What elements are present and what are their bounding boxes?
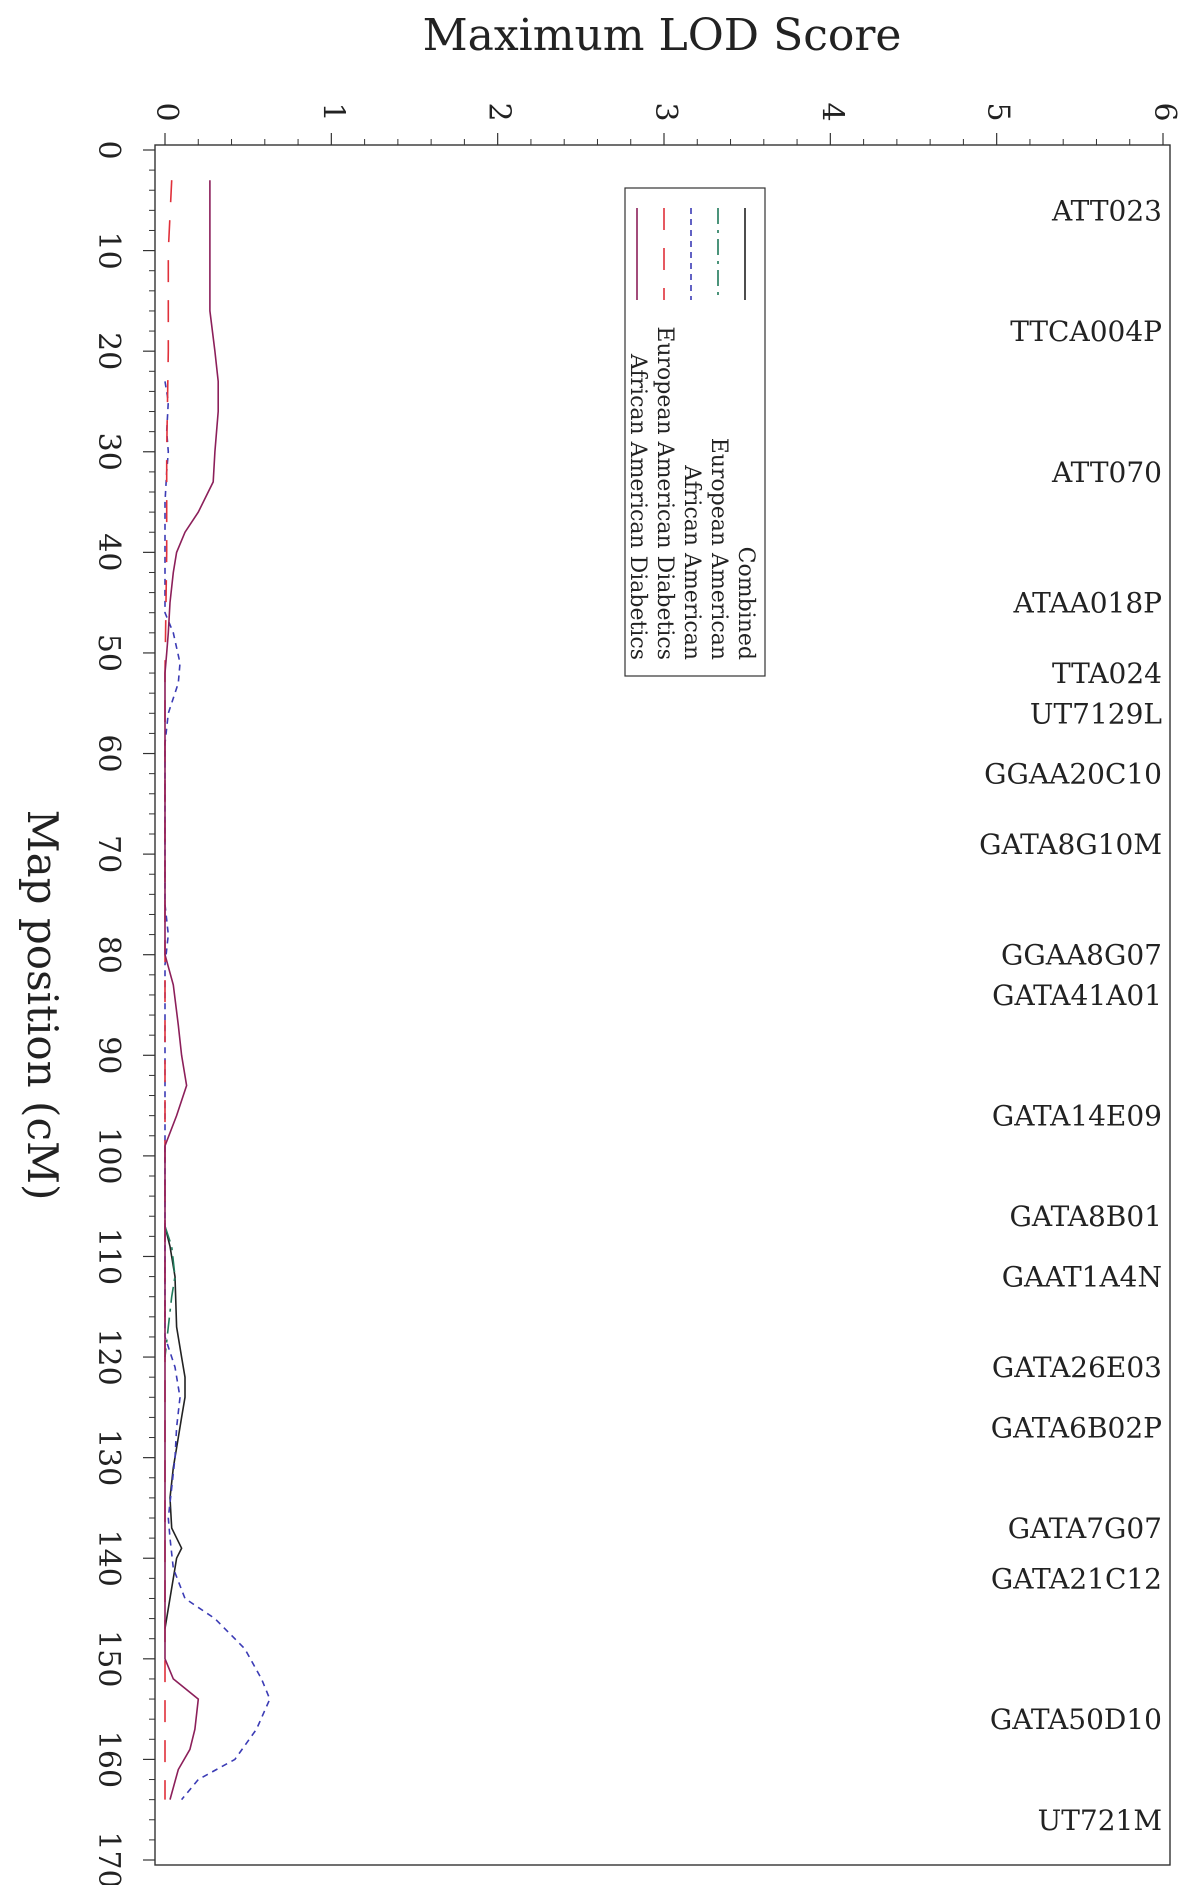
y-axis-title: Maximum LOD Score: [423, 10, 902, 61]
legend-label: African American: [679, 464, 704, 660]
x-tick-label: 0: [91, 140, 126, 159]
x-tick-label: 100: [91, 1127, 126, 1184]
marker-label: GATA8B01: [1010, 1200, 1162, 1233]
series-line: [164, 1226, 176, 1358]
x-tick-label: 140: [91, 1530, 126, 1587]
x-tick-label: 70: [91, 835, 126, 873]
marker-label: GGAA8G07: [1001, 939, 1162, 972]
x-tick-label: 130: [91, 1429, 126, 1486]
marker-label: TTA024: [1052, 657, 1162, 690]
x-tick-label: 10: [91, 231, 126, 269]
legend-label: European American: [706, 438, 731, 660]
x-axis-title: Map position (cM): [18, 810, 67, 1201]
series-line: [164, 180, 219, 1800]
marker-label: ATT070: [1051, 456, 1162, 489]
marker-label: GATA26E03: [992, 1351, 1162, 1384]
series-line: [164, 381, 271, 1801]
x-tick-label: 110: [91, 1228, 126, 1285]
y-tick-label: 0: [149, 102, 184, 121]
marker-label: GATA41A01: [992, 979, 1162, 1012]
marker-labels: ATT023 TTCA004P ATT070 ATAA018P TTA024 UT7129…: [979, 194, 1162, 1836]
x-tick-label: 160: [91, 1731, 126, 1788]
legend-box: [624, 187, 766, 677]
series-lines: [164, 180, 271, 1801]
x-tick-label: 80: [91, 936, 126, 974]
marker-label: UT721M: [1038, 1804, 1162, 1837]
legend-label: African American Diabetics: [625, 353, 650, 660]
x-tick-label: 90: [91, 1036, 126, 1074]
marker-label: UT7129L: [1030, 697, 1162, 730]
legend-label: European American Diabetics: [652, 326, 677, 660]
x-tick-label: 20: [91, 332, 126, 370]
y-tick-label: 1: [315, 102, 350, 121]
series-line: [164, 180, 173, 1800]
x-tick-label: 60: [91, 734, 126, 772]
x-tick-label: 170: [91, 1831, 126, 1885]
y-tick-label: 6: [1147, 102, 1182, 121]
x-tick-label: 30: [91, 433, 126, 471]
plot-frame: [154, 144, 1171, 1866]
x-tick-label: 50: [91, 634, 126, 672]
marker-label: TTCA004P: [1010, 315, 1162, 348]
y-tick-label: 3: [648, 102, 683, 121]
y-tick-label: 5: [981, 102, 1016, 121]
marker-label: GATA6B02P: [991, 1411, 1162, 1444]
marker-label: GATA7G07: [1008, 1512, 1162, 1545]
x-tick-label: 150: [91, 1630, 126, 1687]
x-tick-label: 120: [91, 1328, 126, 1385]
axis-ticks: 0 1 2 3 4 5 6010203040506070809010011012013014…: [91, 102, 1182, 1885]
marker-label: ATT023: [1051, 194, 1162, 227]
x-tick-label: 40: [91, 533, 126, 571]
legend-label: Combined: [733, 547, 758, 660]
marker-label: GATA21C12: [991, 1562, 1162, 1595]
plot-area: [154, 144, 1171, 1866]
marker-label: GGAA20C10: [984, 758, 1162, 791]
marker-label: ATAA018P: [1012, 587, 1162, 620]
marker-label: GATA8G10M: [979, 828, 1162, 861]
marker-label: GAAT1A4N: [1002, 1261, 1162, 1294]
y-tick-label: 4: [814, 102, 849, 121]
marker-label: GATA50D10: [990, 1703, 1162, 1736]
series-line: [164, 1226, 186, 1629]
marker-label: GATA14E09: [992, 1100, 1162, 1133]
y-tick-label: 2: [482, 102, 517, 121]
